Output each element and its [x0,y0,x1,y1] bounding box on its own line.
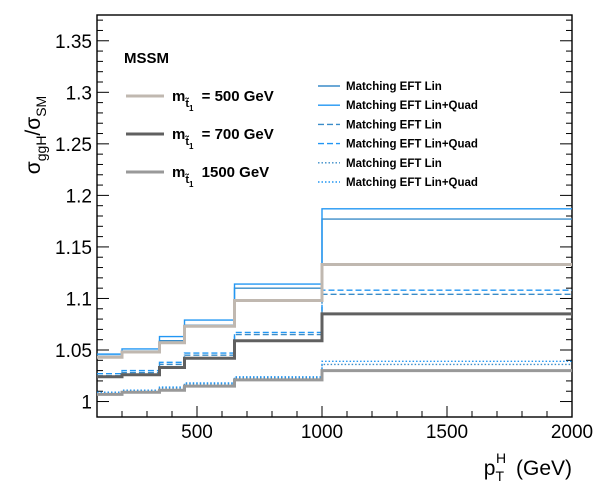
mass-legend-label: mt̃1 = 700 GeV [172,126,274,151]
series-line [97,360,572,393]
y-tick-label: 1.35 [55,32,92,53]
y-tick-label: 1.05 [55,341,92,362]
y-axis-slash: /σ [22,117,45,136]
x-axis-sub-T: T [495,468,504,484]
y-axis-title: σggH/σSM [22,96,49,174]
x-axis-title: pTH (GeV) [484,450,572,484]
y-axis-sub-SM: SM [33,96,49,117]
tick-labels: 500 1000 1500 2000 1 1.05 1.1 1.15 1.2 1.25 1.3 1.3… [55,32,593,443]
y-tick-label: 1.2 [66,186,92,207]
series-layer [97,208,572,396]
mass-legend-value: 1500 GeV [197,164,269,181]
mass-legend-label: mt̃1 = 500 GeV [172,88,274,113]
axis-ticks [96,19,573,417]
mass-legend-subsub: 1 [189,180,194,189]
x-tick-label: 1000 [301,422,343,443]
mass-legend-subsub: 1 [189,142,194,151]
mass-legend-symbol: m [172,164,185,181]
mass-legend-label: mt̃1 1500 GeV [172,164,269,189]
y-tick-label: 1.1 [66,289,92,310]
style-legend: Matching EFT Lin Matching EFT Lin+Quad Mat… [318,81,478,189]
y-tick-label: 1.3 [66,83,92,104]
style-legend-label: Matching EFT Lin [346,158,442,170]
series-line [97,293,572,377]
mass-legend-value: = 500 GeV [197,88,273,105]
mssm-annotation: MSSM [124,50,169,67]
mass-legend-symbol: m [172,88,185,105]
style-legend-label: Matching EFT Lin+Quad [346,177,478,189]
series-line [97,262,572,359]
mass-legend-sub: t̃ [185,97,189,110]
x-axis-sup-H: H [496,450,506,466]
mass-legend-symbol: m [172,126,185,143]
y-tick-label: 1 [81,393,92,414]
y-axis-sub-ggH: ggH [33,136,49,162]
x-tick-label: 2000 [551,422,593,443]
x-axis-unit: (GeV) [510,457,572,480]
series-line [97,312,572,379]
y-tick-label: 1.25 [55,135,92,156]
plot-frame [96,14,573,418]
style-legend-label: Matching EFT Lin [346,119,442,131]
style-legend-label: Matching EFT Lin [346,81,442,93]
series-line [97,218,572,357]
x-tick-label: 1500 [426,422,468,443]
series-line [97,369,572,396]
mass-legend-sub: t̃ [185,173,189,186]
x-tick-label: 500 [181,422,213,443]
style-legend-label: Matching EFT Lin+Quad [346,100,478,112]
mass-legend-sub: t̃ [185,135,189,148]
y-tick-label: 1.15 [55,238,92,259]
style-legend-label: Matching EFT Lin+Quad [346,139,478,151]
mass-legend-subsub: 1 [189,104,194,113]
series-line [97,208,572,355]
mass-legend-value: = 700 GeV [197,126,273,143]
